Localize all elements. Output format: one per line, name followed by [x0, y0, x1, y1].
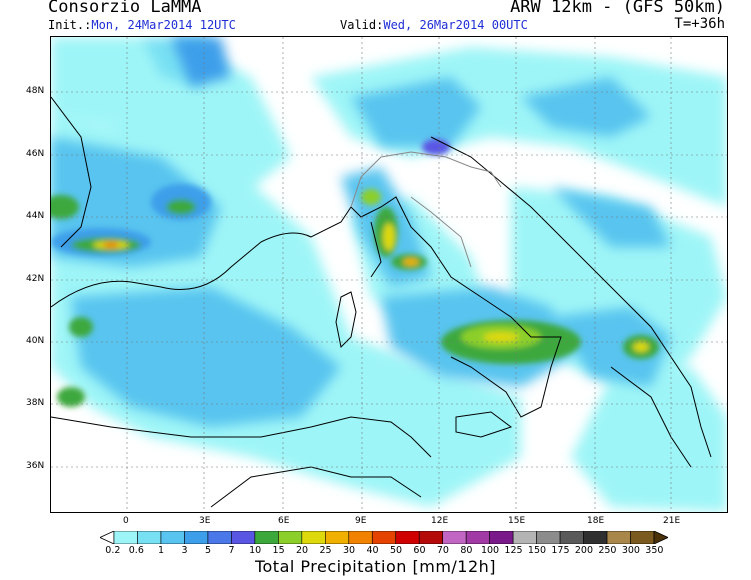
colorbar-swatch-4: [207, 531, 232, 544]
colorbar-label: 25: [319, 545, 332, 556]
map-title: Consorzio LaMMA: [48, 0, 202, 17]
colorbar-swatch-20: [583, 531, 608, 544]
graticule: [51, 37, 727, 512]
colorbar: [100, 531, 668, 544]
colorbar-label: 7: [228, 545, 235, 556]
colorbar-swatch-12: [395, 531, 420, 544]
colorbar-high-arrow: [653, 531, 668, 544]
colorbar-swatch-10: [348, 531, 373, 544]
colorbar-label: 200: [574, 545, 593, 556]
lon-label-18e: 18E: [587, 516, 605, 526]
lat-label-38n: 38N: [26, 398, 45, 408]
colorbar-label: 15: [272, 545, 285, 556]
lon-label-3e: 3E: [199, 516, 211, 526]
colorbar-label: 350: [645, 545, 664, 556]
colorbar-label: 3: [181, 545, 188, 556]
precipitation-field: [51, 37, 727, 512]
colorbar-label: 300: [621, 545, 640, 556]
colorbar-label: 60: [413, 545, 426, 556]
lat-label-36n: 36N: [26, 461, 45, 471]
init-value: Mon, 24Mar2014 12UTC: [91, 18, 236, 32]
colorbar-swatch-15: [465, 531, 490, 544]
valid-time: Valid:Wed, 26Mar2014 00UTC: [340, 18, 528, 32]
lat-label-40n: 40N: [26, 336, 45, 346]
colorbar-title: Total Precipitation [mm/12h]: [254, 557, 497, 576]
colorbar-label: 70: [436, 545, 449, 556]
colorbar-label: 80: [460, 545, 473, 556]
coastlines: [51, 96, 712, 508]
colorbar-label: 0.2: [105, 545, 121, 556]
colorbar-swatch-17: [512, 531, 537, 544]
colorbar-low-arrow: [100, 531, 115, 544]
lat-label-46n: 46N: [26, 149, 45, 159]
colorbar-swatch-21: [606, 531, 631, 544]
colorbar-swatch-6: [254, 531, 279, 544]
colorbar-label: 40: [366, 545, 379, 556]
colorbar-label: 5: [205, 545, 212, 556]
model-label: ARW 12km - (GFS 50km): [510, 0, 725, 17]
colorbar-swatch-9: [325, 531, 350, 544]
colorbar-swatch-11: [371, 531, 397, 544]
colorbar-swatch-18: [536, 531, 561, 544]
colorbar-swatch-1: [137, 531, 162, 544]
colorbar-swatch-13: [418, 531, 443, 544]
precipitation-map: [50, 36, 728, 513]
lat-label-42n: 42N: [26, 274, 45, 284]
colorbar-label: 250: [598, 545, 617, 556]
colorbar-swatch-8: [301, 531, 326, 544]
colorbar-swatch-14: [442, 531, 467, 544]
init-label: Init.:: [48, 18, 92, 32]
colorbar-swatch-3: [184, 531, 209, 544]
init-time: Init.:Mon, 24Mar2014 12UTC: [48, 18, 236, 32]
colorbar-swatch-22: [630, 531, 655, 544]
colorbar-label: 175: [551, 545, 570, 556]
lon-label-15e: 15E: [508, 516, 526, 526]
lat-label-48n: 48N: [26, 86, 45, 96]
colorbar-swatch-7: [278, 531, 303, 544]
colorbar-label: 0.6: [128, 545, 144, 556]
colorbar-swatch-5: [231, 531, 256, 544]
colorbar-swatch-0: [113, 531, 138, 544]
colorbar-swatch-2: [160, 531, 185, 544]
lead-time: T=+36h: [674, 16, 725, 32]
borders: [350, 151, 502, 268]
lon-label-21e: 21E: [663, 516, 681, 526]
valid-value: Wed, 26Mar2014 00UTC: [383, 18, 528, 32]
colorbar-label: 10: [249, 545, 262, 556]
lon-label-6e: 6E: [278, 516, 290, 526]
colorbar-label: 50: [389, 545, 403, 556]
valid-label: Valid:: [340, 18, 384, 32]
lon-label-0: 0: [123, 516, 129, 526]
colorbar-label: 20: [296, 545, 309, 556]
lon-label-12e: 12E: [431, 516, 449, 526]
colorbar-swatch-19: [559, 531, 584, 544]
colorbar-swatch-16: [489, 531, 514, 544]
colorbar-label: 30: [342, 545, 356, 556]
lon-label-9e: 9E: [355, 516, 367, 526]
colorbar-label: 150: [527, 545, 547, 556]
colorbar-label: 100: [480, 545, 500, 556]
colorbar-label: 125: [504, 545, 523, 556]
lat-label-44n: 44N: [26, 211, 45, 221]
colorbar-label: 1: [158, 545, 165, 556]
